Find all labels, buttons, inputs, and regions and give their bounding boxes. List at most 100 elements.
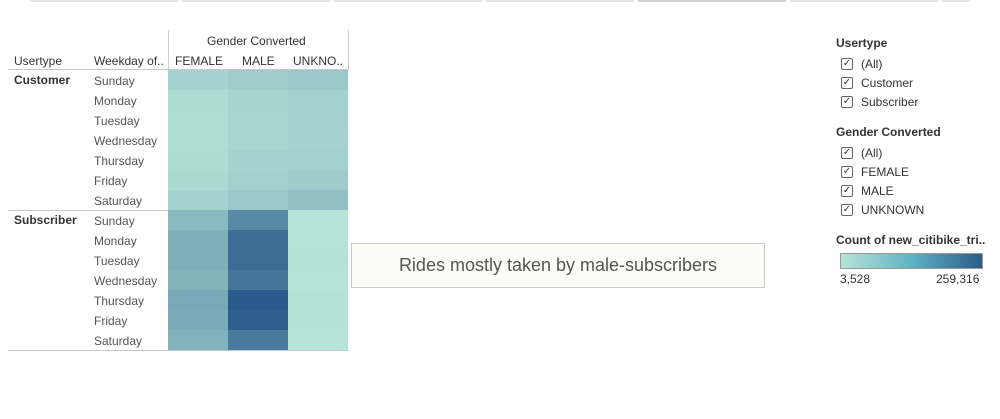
top-tab[interactable] (182, 0, 330, 2)
heatmap-cell[interactable] (288, 210, 348, 230)
heatmap-cell[interactable] (168, 190, 228, 210)
column-group-header: Gender Converted (207, 34, 306, 48)
column-header-divider (168, 30, 169, 70)
heatmap-cell[interactable] (288, 290, 348, 310)
heatmap-cell[interactable] (228, 290, 288, 310)
heatmap-cell[interactable] (228, 330, 288, 350)
checkbox-checked-icon[interactable]: ✓ (841, 147, 853, 159)
heatmap-cell[interactable] (288, 110, 348, 130)
weekday-label: Friday (94, 174, 128, 188)
filter-option-all[interactable]: ✓ (All) (841, 56, 882, 72)
heatmap-cell[interactable] (288, 250, 348, 270)
filter-option-all[interactable]: ✓ (All) (841, 145, 882, 161)
weekday-label: Tuesday (94, 254, 140, 268)
heatmap-cell[interactable] (288, 150, 348, 170)
top-tab[interactable] (334, 0, 482, 2)
heatmap-cell[interactable] (168, 90, 228, 110)
heatmap-cell[interactable] (288, 310, 348, 330)
filter-option-unknown[interactable]: ✓ UNKNOWN (841, 202, 924, 218)
filter-option-label: MALE (861, 184, 894, 198)
filter-option-label: (All) (861, 57, 883, 71)
color-legend-title: Count of new_citibike_tri.. (836, 233, 986, 247)
color-scale-min-label: 3,528 (840, 272, 871, 286)
heatmap-cell[interactable] (288, 130, 348, 150)
heatmap-cell[interactable] (228, 130, 288, 150)
weekday-label: Saturday (94, 194, 143, 208)
group-label-subscriber: Subscriber (14, 213, 77, 227)
heatmap-cell[interactable] (288, 70, 348, 90)
heatmap-cell[interactable] (168, 70, 228, 90)
column-header-male: MALE (242, 54, 275, 68)
checkbox-checked-icon[interactable]: ✓ (841, 77, 853, 89)
top-tab-strip (0, 0, 1000, 3)
heatmap-cell[interactable] (288, 230, 348, 250)
filter-title-usertype: Usertype (836, 36, 888, 50)
group-divider (8, 350, 349, 351)
checkbox-checked-icon[interactable]: ✓ (841, 96, 853, 108)
heatmap-cell[interactable] (228, 270, 288, 290)
heatmap-cell[interactable] (288, 90, 348, 110)
filter-option-label: UNKNOWN (861, 203, 925, 217)
heatmap-cell[interactable] (168, 270, 228, 290)
top-tab[interactable] (942, 0, 970, 2)
weekday-label: Friday (94, 314, 128, 328)
heatmap-cell[interactable] (168, 330, 228, 350)
weekday-label: Tuesday (94, 114, 140, 128)
heatmap-cell[interactable] (168, 310, 228, 330)
heatmap-cell[interactable] (228, 90, 288, 110)
heatmap-cell[interactable] (168, 290, 228, 310)
heatmap-cell[interactable] (228, 210, 288, 230)
color-scale-bar (840, 253, 983, 269)
heatmap-cell[interactable] (168, 130, 228, 150)
heatmap-cell[interactable] (168, 150, 228, 170)
filter-option-label: Customer (861, 76, 914, 90)
filter-option-male[interactable]: ✓ MALE (841, 183, 894, 199)
heatmap-cell[interactable] (228, 150, 288, 170)
top-tab[interactable] (486, 0, 634, 2)
filter-option-label: FEMALE (861, 165, 910, 179)
heatmap-cell[interactable] (228, 70, 288, 90)
heatmap-cell[interactable] (288, 190, 348, 210)
heatmap-cell[interactable] (228, 230, 288, 250)
heatmap-cell[interactable] (168, 210, 228, 230)
top-tab[interactable] (790, 0, 938, 2)
filter-option-label: (All) (861, 146, 883, 160)
heatmap-cell[interactable] (228, 170, 288, 190)
checkbox-checked-icon[interactable]: ✓ (841, 204, 853, 216)
weekday-label: Wednesday (94, 274, 158, 288)
filter-option-customer[interactable]: ✓ Customer (841, 75, 913, 91)
color-scale-max-label: 259,316 (936, 272, 980, 286)
weekday-label: Saturday (94, 334, 143, 348)
heatmap-cell[interactable] (228, 250, 288, 270)
weekday-label: Thursday (94, 154, 145, 168)
heatmap-cell[interactable] (168, 250, 228, 270)
heatmap-cell[interactable] (288, 270, 348, 290)
heatmap-cell[interactable] (228, 110, 288, 130)
weekday-label: Sunday (94, 74, 135, 88)
heatmap-cell[interactable] (168, 170, 228, 190)
heatmap-cell[interactable] (288, 170, 348, 190)
heatmap-cell[interactable] (288, 330, 348, 350)
checkbox-checked-icon[interactable]: ✓ (841, 58, 853, 70)
group-label-customer: Customer (14, 73, 71, 87)
column-header-unknown: UNKNO.. (293, 54, 344, 68)
column-header-female: FEMALE (175, 54, 224, 68)
heatmap-cell[interactable] (168, 230, 228, 250)
header-divider (8, 69, 349, 70)
filter-option-label: Subscriber (861, 95, 919, 109)
heatmap-cell[interactable] (228, 190, 288, 210)
heatmap-cell[interactable] (168, 110, 228, 130)
checkbox-checked-icon[interactable]: ✓ (841, 166, 853, 178)
column-header-divider (348, 30, 349, 70)
heatmap-cell[interactable] (228, 310, 288, 330)
checkbox-checked-icon[interactable]: ✓ (841, 185, 853, 197)
filter-option-female[interactable]: ✓ FEMALE (841, 164, 909, 180)
top-tab[interactable] (30, 0, 178, 2)
filter-option-subscriber[interactable]: ✓ Subscriber (841, 94, 918, 110)
filter-title-gender: Gender Converted (836, 125, 941, 139)
top-tab[interactable] (638, 0, 786, 2)
weekday-label: Monday (94, 234, 137, 248)
weekday-label: Thursday (94, 294, 145, 308)
weekday-label: Sunday (94, 214, 135, 228)
weekday-label: Wednesday (94, 134, 158, 148)
